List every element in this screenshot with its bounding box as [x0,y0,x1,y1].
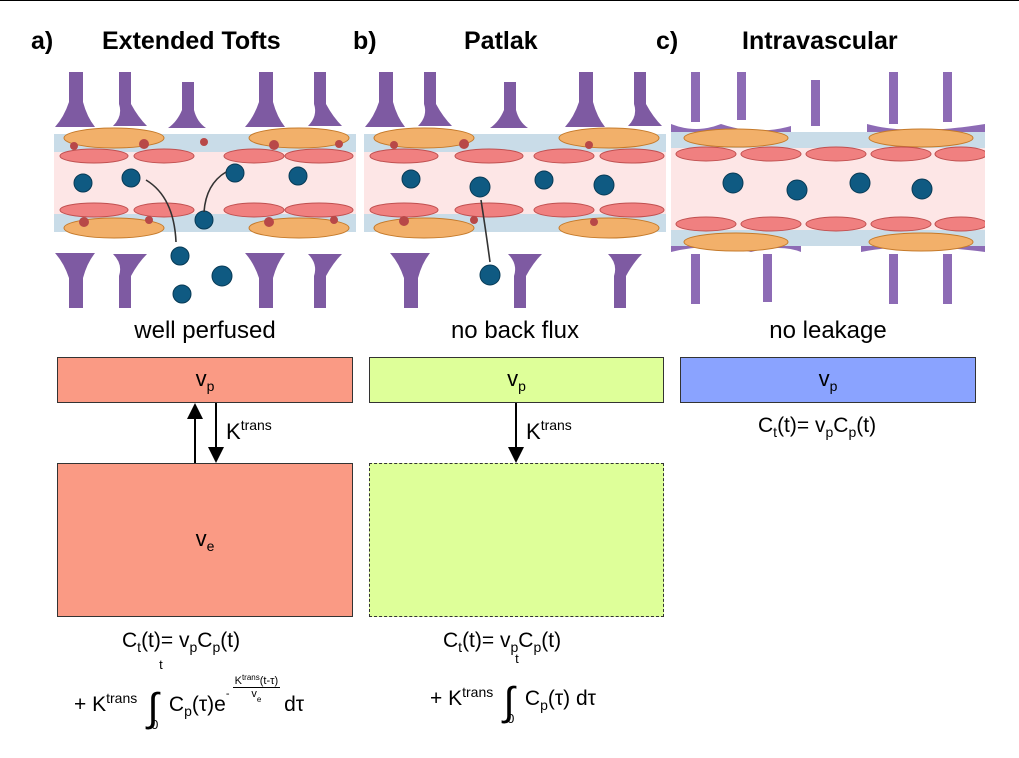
panel-c-caption: no leakage [769,317,887,344]
patlak-ees-compartment [369,463,664,617]
vessel-illustration-patlak [364,72,666,308]
top-rule [0,0,1019,1]
patlak-plasma-label: vp [507,366,526,394]
intravascular-plasma-label: vp [818,366,838,394]
tofts-ees-compartment: ve [57,463,353,617]
intravascular-plasma-compartment: vp [680,357,976,403]
intravascular-equation: Ct(t)= vpCp(t) [758,414,877,440]
tofts-equation-line2: + Ktrans ∫ t 0 Cp(τ)e- Ktrans(t-τ) ve dτ [74,657,305,732]
vessel-illustration-tofts [54,72,356,308]
tofts-equation-line1: Ct(t)= vpCp(t) [122,629,241,655]
patlak-plasma-compartment: vp [369,357,664,403]
panel-c-title: Intravascular [742,27,898,55]
panel-b-caption: no back flux [450,317,580,344]
tofts-plasma-label: vp [195,366,215,394]
panel-a-letter: a) [31,27,54,55]
panel-c-letter: c) [656,27,679,55]
panel-a-title: Extended Tofts [102,27,281,55]
panel-a-caption: well perfused [134,317,276,344]
panel-b-letter: b) [353,27,377,55]
patlak-ktrans-label: Ktrans [526,417,572,444]
tofts-plasma-compartment: vp [57,357,353,403]
patlak-equation-line2: + Ktrans ∫ t 0 Cp(τ) dτ [430,651,596,726]
panel-b-title: Patlak [464,27,538,55]
patlak-equation-line1: Ct(t)= vpCp(t) [443,629,562,655]
vessel-illustration-intravascular [671,72,985,304]
tofts-ees-label: ve [195,526,215,554]
tofts-ktrans-label: Ktrans [226,417,272,444]
